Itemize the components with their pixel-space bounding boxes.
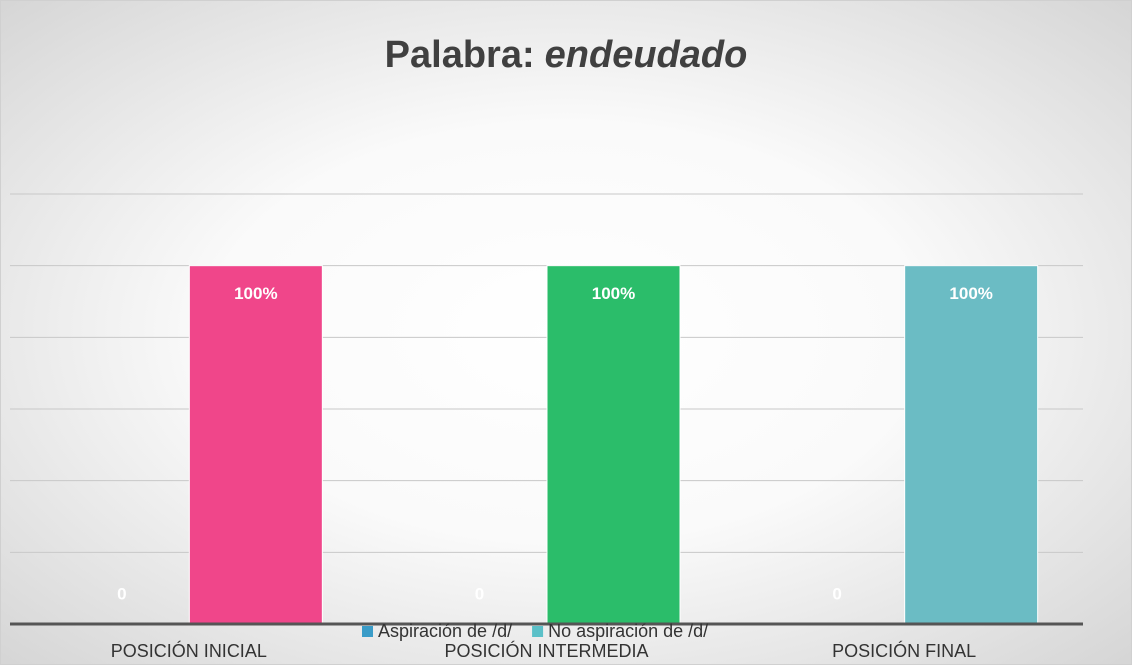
data-label: 0 bbox=[832, 584, 841, 603]
title-text: Palabra: bbox=[385, 34, 535, 76]
legend: Aspiración de /d/No aspiración de /d/ bbox=[362, 621, 708, 641]
data-label: 100% bbox=[592, 284, 635, 303]
data-label: 100% bbox=[949, 284, 992, 303]
legend-swatch bbox=[532, 626, 544, 637]
data-label: 100% bbox=[234, 284, 277, 303]
legend-label: Aspiración de /d/ bbox=[378, 621, 512, 641]
bar bbox=[546, 265, 681, 625]
x-tick-label: POSICIÓN INTERMEDIA bbox=[444, 640, 648, 661]
data-label: 0 bbox=[475, 584, 484, 603]
chart-title: Palabra: endeudado bbox=[385, 34, 748, 76]
title-word: endeudado bbox=[545, 34, 748, 76]
x-tick-label: POSICIÓN INICIAL bbox=[111, 640, 267, 661]
legend-label: No aspiración de /d/ bbox=[548, 621, 708, 641]
legend-swatch bbox=[362, 626, 373, 637]
x-tick-label: POSICIÓN FINAL bbox=[832, 640, 976, 661]
data-label: 0 bbox=[117, 584, 126, 603]
bar bbox=[904, 265, 1039, 625]
bar bbox=[188, 265, 323, 625]
